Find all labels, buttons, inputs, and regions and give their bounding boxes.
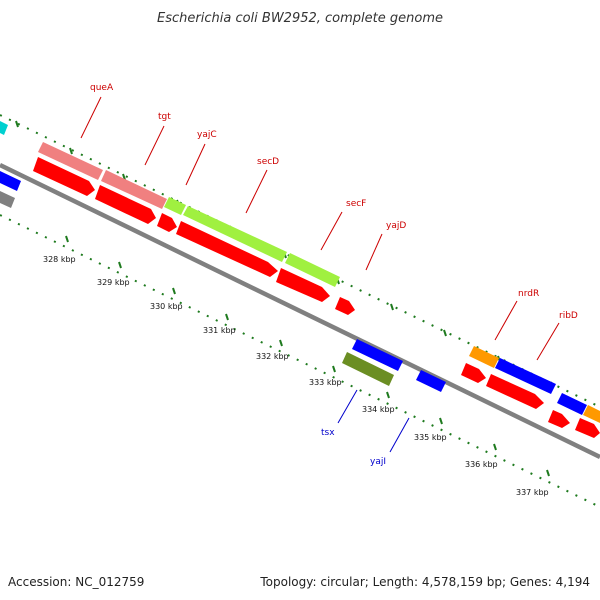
cds-arrow[interactable] xyxy=(548,410,570,428)
connector-tsx xyxy=(337,389,358,424)
gene-label-secF[interactable]: secF xyxy=(346,199,366,209)
kbp-label: 329 kbp xyxy=(97,278,130,287)
blue-small-feature[interactable] xyxy=(557,393,587,415)
gene-label-tsx[interactable]: tsx xyxy=(321,428,335,438)
genome-backbone xyxy=(0,162,600,460)
gene-label-yajI[interactable]: yajI xyxy=(370,457,386,467)
inner-major-tick xyxy=(118,261,122,269)
inner-major-tick xyxy=(225,313,229,321)
inner-tick-track xyxy=(0,214,600,508)
kbp-label: 333 kbp xyxy=(309,378,342,387)
kbp-label: 330 kbp xyxy=(150,302,183,311)
blue-feature-partial[interactable] xyxy=(0,171,21,191)
cds-arrow[interactable] xyxy=(461,363,486,383)
gene-yajI-feature[interactable] xyxy=(416,370,446,392)
cyan-feature-partial[interactable] xyxy=(0,121,8,135)
gene-yajC-feature[interactable] xyxy=(164,197,186,215)
kbp-label: 328 kbp xyxy=(43,255,76,264)
cds-arrow[interactable] xyxy=(486,374,544,409)
inner-major-tick xyxy=(439,417,443,425)
connector-queA xyxy=(80,96,102,139)
connector-nrdR xyxy=(494,300,518,341)
gene-label-queA[interactable]: queA xyxy=(90,83,114,93)
outer-tick-track xyxy=(0,114,600,408)
inner-major-tick xyxy=(546,469,550,477)
kbp-label: 337 kbp xyxy=(516,488,549,497)
cds-arrow[interactable] xyxy=(176,221,278,277)
inner-major-tick xyxy=(172,287,176,295)
gene-label-ribD[interactable]: ribD xyxy=(559,311,578,321)
cds-track xyxy=(33,157,600,438)
gene-label-secD[interactable]: secD xyxy=(257,157,279,167)
kbp-label: 336 kbp xyxy=(465,460,498,469)
cds-arrow[interactable] xyxy=(335,297,355,315)
connector-tgt xyxy=(144,125,165,166)
kbp-label: 331 kbp xyxy=(203,326,236,335)
connector-secD xyxy=(245,169,268,214)
gene-label-yajC[interactable]: yajC xyxy=(197,130,217,140)
outer-major-tick xyxy=(69,147,73,155)
gene-nrdR-feature[interactable] xyxy=(469,346,499,368)
genome-summary-text: Topology: circular; Length: 4,578,159 bp… xyxy=(259,575,590,589)
cds-arrow[interactable] xyxy=(33,157,95,196)
connector-secF xyxy=(320,211,343,251)
cds-arrow[interactable] xyxy=(95,185,156,224)
inner-major-ticks xyxy=(65,235,550,477)
inner-major-tick xyxy=(65,235,69,243)
gene-secD-feature[interactable] xyxy=(183,206,287,262)
kbp-label: 332 kbp xyxy=(256,352,289,361)
label-connectors xyxy=(80,96,560,453)
map-title: Escherichia coli BW2952, complete genome xyxy=(157,11,443,26)
outer-major-tick xyxy=(15,120,19,128)
connector-yajD xyxy=(365,233,383,271)
cds-arrow[interactable] xyxy=(575,418,600,438)
connector-yajC xyxy=(185,143,206,186)
cds-arrow[interactable] xyxy=(276,268,330,302)
orange-partial-feature[interactable] xyxy=(583,405,600,423)
inner-major-tick xyxy=(332,365,336,373)
outer-major-tick xyxy=(443,329,447,337)
inner-major-tick xyxy=(279,339,283,347)
kbp-label: 335 kbp xyxy=(414,433,447,442)
accession-text: Accession: NC_012759 xyxy=(8,575,144,589)
gene-tgt-feature[interactable] xyxy=(101,170,167,209)
kbp-label: 334 kbp xyxy=(362,405,395,414)
gene-label-nrdR[interactable]: nrdR xyxy=(518,289,539,299)
gene-label-tgt[interactable]: tgt xyxy=(158,112,171,122)
grey-feature-partial[interactable] xyxy=(0,191,15,208)
connector-yajI xyxy=(389,417,410,453)
inner-major-tick xyxy=(493,443,497,451)
gene-ribD-feature[interactable] xyxy=(495,358,556,394)
cds-arrow[interactable] xyxy=(157,213,177,232)
blue-upper-feature[interactable] xyxy=(352,339,403,371)
gene-label-yajD[interactable]: yajD xyxy=(386,221,406,231)
outer-major-tick xyxy=(390,303,394,311)
gene-secF-feature[interactable] xyxy=(285,253,340,287)
gene-tsx-feature[interactable] xyxy=(342,352,394,386)
connector-ribD xyxy=(536,322,560,361)
gene-queA-feature[interactable] xyxy=(38,142,103,180)
inner-major-tick xyxy=(386,391,390,399)
